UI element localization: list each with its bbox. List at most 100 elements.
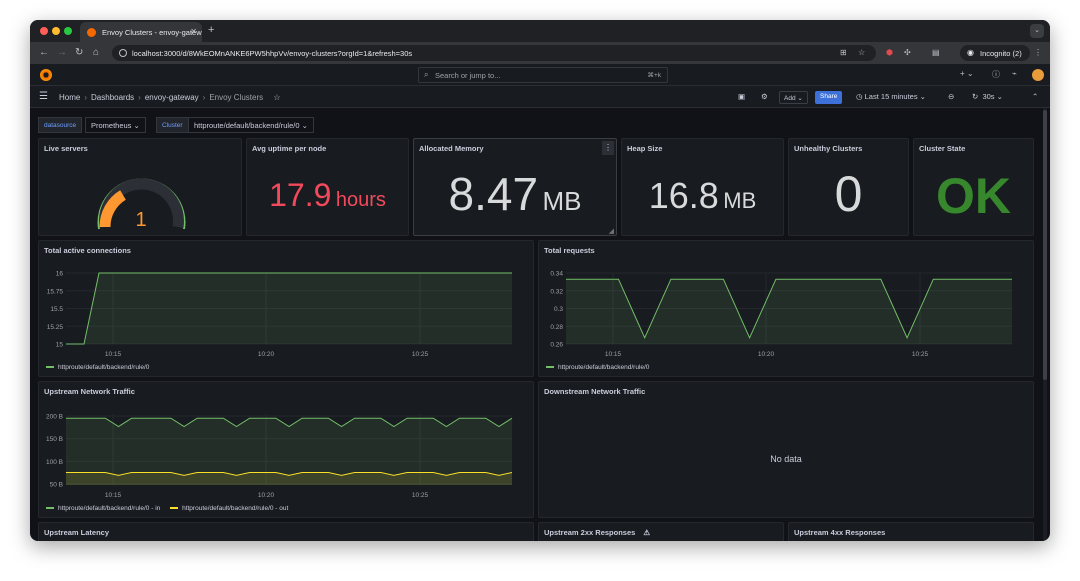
scrollbar-thumb[interactable] [1043, 110, 1047, 380]
browser-menu-icon[interactable]: ⋮ [1034, 48, 1042, 57]
panel-total-active-connections[interactable]: Total active connections 16 15.75 15.5 15.2… [38, 240, 534, 377]
translate-icon[interactable]: ⊞ [840, 48, 847, 57]
panel-title: Upstream 2xx Responses ⚠ [544, 528, 651, 537]
refresh-picker[interactable]: ↻ 30s ⌄ [972, 92, 1003, 101]
y-tick-label: 100 B [46, 459, 63, 466]
collapse-chevron-icon[interactable]: ⌃ [1032, 92, 1039, 101]
breadcrumb-home[interactable]: Home [59, 93, 81, 102]
tab-title: Envoy Clusters - envoy-gatew [102, 28, 202, 37]
y-tick-label: 0.26 [550, 342, 563, 349]
y-tick-label: 16 [56, 271, 64, 278]
panel-allocated-memory[interactable]: Allocated Memory ⋮ 8.47 MB ◢ [413, 138, 617, 236]
favorite-star-icon[interactable]: ☆ [273, 93, 281, 102]
dashboard-nav-bar: ☰ Home › Dashboards › envoy-gateway › Envoy Cl… [30, 86, 1050, 108]
timeseries-chart: 0.34 0.32 0.3 0.28 0.26 10:15 10:20 10:25 [550, 271, 1012, 358]
save-dashboard-icon[interactable]: ▣ [738, 92, 746, 101]
panel-avg-uptime[interactable]: Avg uptime per node 17.9 hours [246, 138, 409, 236]
close-tab-icon[interactable]: ✕ [190, 27, 197, 36]
x-tick-label: 10:15 [605, 351, 622, 358]
x-tick-label: 10:15 [105, 492, 122, 499]
close-window-dot[interactable] [40, 27, 48, 35]
x-tick-label: 10:25 [412, 492, 429, 499]
stat-value: 0 [834, 166, 863, 222]
legend-entry[interactable]: httproute/default/backend/rule/0 - out [182, 505, 289, 512]
warning-icon[interactable]: ⚠ [643, 528, 651, 537]
grafana-top-bar: ⌕ Search or jump to... ⌘+k + ⌄ ⓘ ⌁ [30, 64, 1050, 86]
panel-title: Heap Size [627, 144, 663, 153]
time-picker[interactable]: ◷ Last 15 minutes ⌄ [856, 92, 926, 101]
panel-unhealthy-clusters[interactable]: Unhealthy Clusters 0 [788, 138, 909, 236]
chart-legend: httproute/default/backend/rule/0 [546, 364, 649, 371]
grafana-logo-icon[interactable] [40, 69, 52, 81]
browser-tab[interactable]: Envoy Clusters - envoy-gatew ✕ [80, 22, 202, 42]
help-icon[interactable]: ⓘ [992, 70, 1000, 79]
search-icon: ⌕ [424, 70, 429, 79]
extension-shield-icon[interactable]: ⬢ [886, 48, 893, 57]
panel-menu-icon[interactable]: ⋮ [602, 141, 614, 155]
legend-entry[interactable]: httproute/default/backend/rule/0 - in [58, 505, 161, 512]
y-tick-label: 0.34 [550, 271, 563, 278]
legend-entry[interactable]: httproute/default/backend/rule/0 [58, 364, 150, 371]
extensions-puzzle-icon[interactable]: ✣ [904, 48, 911, 57]
tab-search-chevron-icon[interactable]: ⌄ [1030, 24, 1044, 38]
panel-upstream-2xx[interactable]: Upstream 2xx Responses ⚠ [538, 522, 784, 541]
home-icon[interactable]: ⌂ [93, 47, 100, 58]
panel-downstream-network-traffic[interactable]: Downstream Network Traffic No data [538, 381, 1034, 518]
scrollbar[interactable] [1043, 108, 1047, 541]
timeseries-chart: 200 B 150 B 100 B 50 B 10:15 10:20 10:25 [46, 414, 513, 499]
y-tick-label: 15.25 [47, 324, 64, 331]
resize-handle-icon[interactable]: ◢ [608, 228, 614, 235]
new-plus-icon[interactable]: + ⌄ [960, 69, 974, 78]
panel-total-requests[interactable]: Total requests 0.34 0.32 0.3 0.28 0.26 10:15 1… [538, 240, 1034, 377]
panel-upstream-4xx[interactable]: Upstream 4xx Responses [788, 522, 1034, 541]
x-tick-label: 10:20 [258, 492, 275, 499]
share-button[interactable]: Share [815, 91, 843, 104]
breadcrumb-folder[interactable]: envoy-gateway [144, 93, 199, 102]
panel-cluster-state[interactable]: Cluster State OK [913, 138, 1034, 236]
back-icon[interactable]: ← [39, 47, 49, 58]
side-panel-icon[interactable]: ▤ [932, 48, 940, 57]
breadcrumb-separator: › [84, 93, 88, 102]
forward-icon[interactable]: → [57, 47, 67, 58]
bookmark-star-icon[interactable]: ☆ [858, 48, 866, 57]
stat-value: 16.8 MB [622, 175, 783, 217]
cluster-select[interactable]: httproute/default/backend/rule/0 ⌄ [188, 117, 314, 133]
legend-entry[interactable]: httproute/default/backend/rule/0 [558, 364, 650, 371]
series-area [66, 418, 512, 485]
y-tick-label: 15.5 [50, 306, 63, 313]
zoom-window-dot[interactable] [64, 27, 72, 35]
breadcrumb-dashboards[interactable]: Dashboards [91, 93, 135, 102]
panel-heap-size[interactable]: Heap Size 16.8 MB [621, 138, 784, 236]
incognito-label: Incognito (2) [980, 49, 1022, 58]
panel-upstream-network-traffic[interactable]: Upstream Network Traffic 200 B 150 B 100 B… [38, 381, 534, 518]
panel-title: Total active connections [44, 246, 131, 255]
url-bar[interactable]: localhost:3000/d/8WkEOMnANKE6PW5hhpVv/en… [112, 45, 876, 61]
panel-title: Cluster State [919, 144, 966, 153]
x-tick-label: 10:25 [412, 351, 429, 358]
add-button[interactable]: Add ⌄ [779, 91, 808, 104]
zoom-out-icon[interactable]: ⊖ [948, 92, 955, 101]
legend-swatch [46, 507, 54, 510]
panel-live-servers[interactable]: Live servers 1 [38, 138, 242, 236]
y-tick-label: 0.32 [550, 288, 563, 295]
menu-hamburger-icon[interactable]: ☰ [39, 91, 48, 102]
timeseries-chart: 16 15.75 15.5 15.25 15 10:15 10:20 10:25 [47, 271, 512, 358]
minimize-window-dot[interactable] [52, 27, 60, 35]
clock-icon: ◷ [856, 92, 865, 101]
settings-gear-icon[interactable]: ⚙ [761, 92, 768, 101]
panel-upstream-latency[interactable]: Upstream Latency [38, 522, 534, 541]
user-avatar[interactable] [1032, 69, 1044, 81]
new-tab-icon[interactable]: + [208, 24, 215, 36]
site-info-icon[interactable] [119, 49, 127, 57]
y-tick-label: 15.75 [47, 288, 64, 295]
legend-swatch [46, 366, 54, 369]
stat-value: 17.9 hours [247, 177, 408, 214]
datasource-select[interactable]: Prometheus ⌄ [85, 117, 146, 133]
gauge-value-arc [99, 190, 127, 228]
incognito-badge[interactable]: ◉ Incognito (2) [960, 45, 1030, 61]
search-input[interactable]: ⌕ Search or jump to... ⌘+k [418, 67, 668, 83]
news-rss-icon[interactable]: ⌁ [1012, 69, 1017, 78]
reload-icon[interactable]: ↻ [75, 47, 84, 58]
series-line [66, 417, 513, 428]
series-area [566, 279, 1012, 344]
